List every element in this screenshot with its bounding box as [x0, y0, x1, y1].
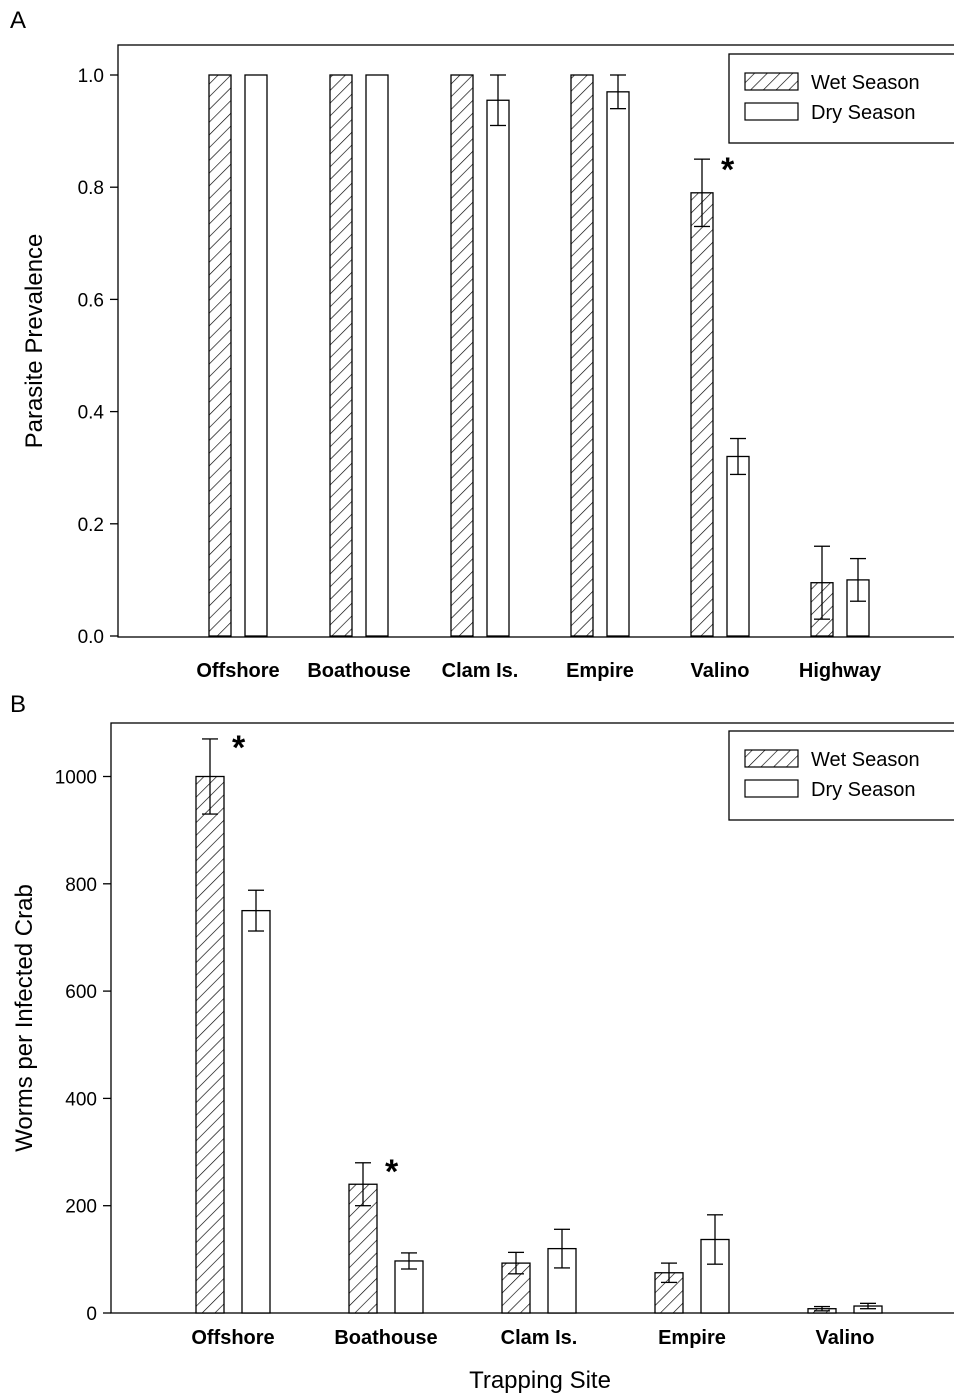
panel-b-x-axis: Offshore Boathouse Clam Is. Empire Valino [191, 1327, 874, 1349]
y-tick-label: 0.8 [78, 178, 104, 199]
significance-asterisk: * [232, 729, 246, 767]
x-category-label: Offshore [196, 660, 279, 682]
panel-a: A 0.0 0.2 0.4 0.6 0.8 1.0 * Offshore Boathouse… [10, 7, 954, 682]
y-tick-label: 200 [65, 1197, 97, 1218]
y-tick-label: 1.0 [78, 66, 104, 87]
x-category-label: Offshore [191, 1327, 274, 1349]
panel-b-legend-box [728, 730, 954, 821]
wet-season-bar [450, 74, 474, 637]
panel-a-y-axis-title: Parasite Prevalence [21, 234, 48, 449]
panel-b-legend-swatch-wet [744, 749, 799, 768]
y-tick-label: 0.4 [78, 403, 105, 424]
y-tick-label: 400 [65, 1089, 97, 1110]
wet-season-bar [570, 74, 594, 637]
y-tick-label: 0.6 [78, 290, 104, 311]
panel-a-legend-swatch-dry [744, 102, 799, 121]
x-category-label: Valino [691, 660, 750, 682]
dry-season-bar [486, 99, 510, 637]
panel-a-plot-frame [117, 44, 954, 638]
x-category-label: Boathouse [307, 660, 410, 682]
panel-a-label: A [10, 7, 26, 34]
dry-season-bar [244, 74, 268, 637]
wet-season-bar [329, 74, 353, 637]
panel-a-x-axis: Offshore Boathouse Clam Is. Empire Valino Hig… [196, 660, 882, 682]
panel-b-legend: Wet Season Dry Season [728, 730, 954, 821]
x-category-label: Valino [816, 1327, 875, 1349]
dry-season-bar [241, 909, 271, 1314]
x-category-label: Highway [799, 660, 882, 682]
wet-season-bar [195, 775, 225, 1314]
panel-a-legend-label-dry: Dry Season [811, 102, 916, 124]
x-category-label: Clam Is. [501, 1327, 578, 1349]
panel-b-legend-swatch-dry [744, 779, 799, 798]
panel-b-x-axis-title: Trapping Site [469, 1367, 611, 1394]
x-category-label: Empire [566, 660, 634, 682]
dry-season-bar [606, 91, 630, 637]
wet-season-bar [208, 74, 232, 637]
dry-season-bar [726, 455, 750, 637]
dry-season-bar [365, 74, 389, 637]
y-tick-label: 800 [65, 875, 97, 896]
panel-a-legend-swatch-wet [744, 72, 799, 91]
panel-b-bars: ** [195, 729, 883, 1314]
panel-a-legend-box [728, 53, 954, 144]
panel-a-legend: Wet Season Dry Season [728, 53, 954, 144]
panel-b-label: B [10, 691, 26, 718]
panel-b-legend-label-dry: Dry Season [811, 779, 916, 801]
panel-b-plot-frame [110, 722, 954, 1314]
significance-asterisk: * [385, 1153, 399, 1191]
y-tick-label: 0 [86, 1304, 97, 1325]
panel-a-y-axis: 0.0 0.2 0.4 0.6 0.8 1.0 [78, 66, 118, 648]
y-tick-label: 1000 [55, 768, 97, 789]
panel-b-y-axis-title: Worms per Infected Crab [11, 884, 38, 1152]
panel-a-bars: * [208, 74, 870, 637]
panel-b-y-axis: 0 200 400 600 800 1000 [55, 768, 111, 1325]
y-tick-label: 0.2 [78, 515, 104, 536]
panel-b-legend-label-wet: Wet Season [811, 749, 920, 771]
x-category-label: Empire [658, 1327, 726, 1349]
wet-season-bar [690, 192, 714, 637]
x-category-label: Clam Is. [442, 660, 519, 682]
dry-season-bar [547, 1247, 577, 1314]
x-category-label: Boathouse [334, 1327, 437, 1349]
panel-a-legend-label-wet: Wet Season [811, 72, 920, 94]
y-tick-label: 600 [65, 982, 97, 1003]
y-tick-label: 0.0 [78, 627, 104, 648]
significance-asterisk: * [721, 151, 735, 189]
